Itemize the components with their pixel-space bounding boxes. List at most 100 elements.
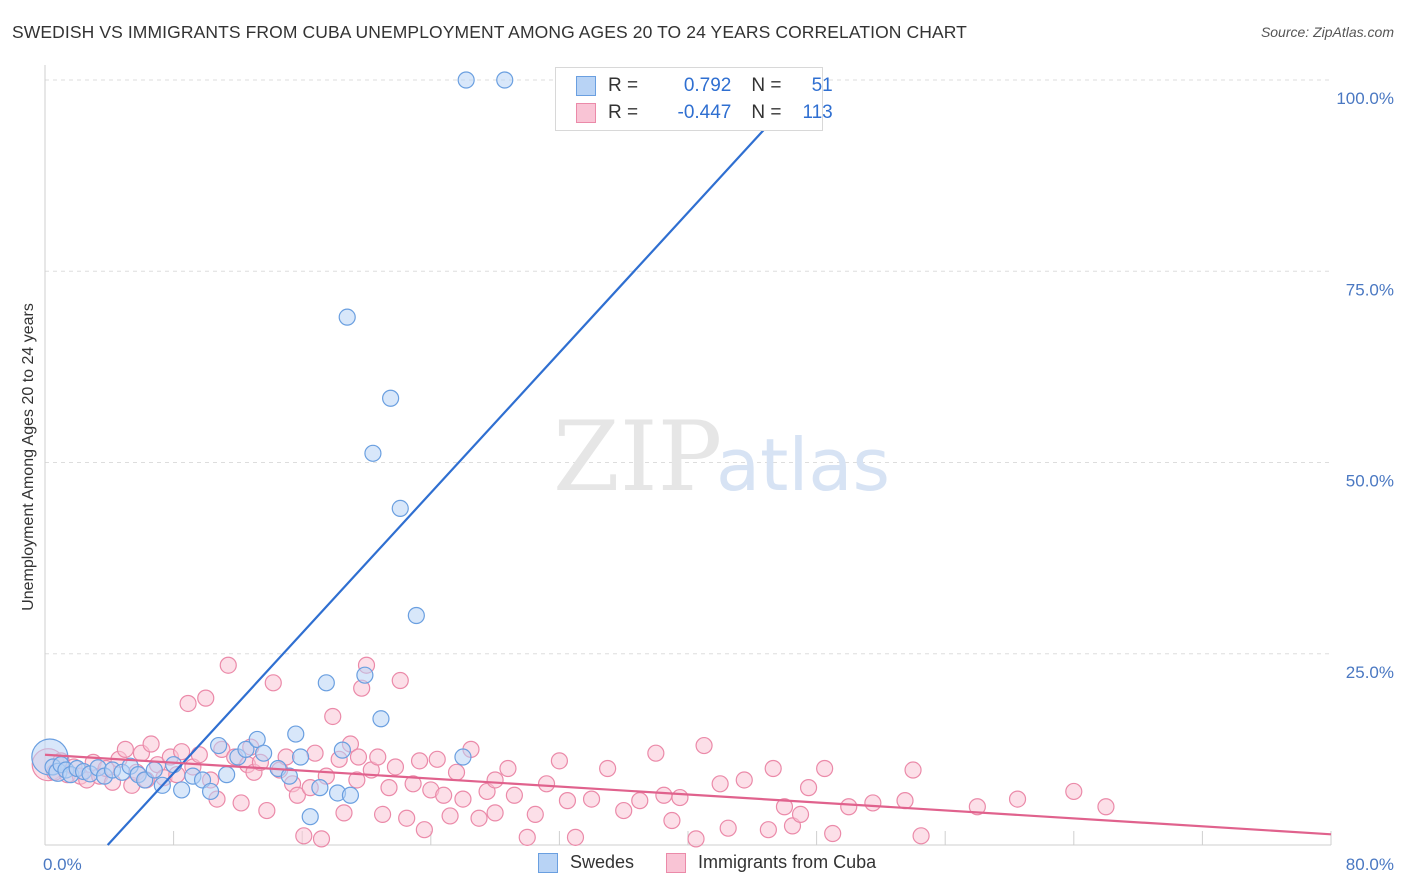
watermark-atlas: atlas: [716, 423, 890, 507]
data-point: [348, 771, 366, 789]
trend-line-cuba: [44, 753, 1332, 836]
data-point: [165, 756, 183, 774]
data-point: [197, 689, 215, 707]
swedes-legend-swatch: [538, 852, 558, 873]
y-tick-label: 25.0%: [1346, 663, 1394, 682]
correlation-legend: R = 0.792 N = 51 R = -0.447 N = 113: [555, 67, 833, 131]
data-point: [526, 805, 544, 824]
data-point: [338, 308, 356, 326]
data-point: [499, 759, 517, 778]
y-tick-label: 100.0%: [1336, 89, 1394, 108]
data-point: [306, 744, 324, 762]
data-point: [287, 725, 305, 743]
data-point: [615, 801, 633, 820]
data-point: [116, 740, 134, 758]
data-point: [663, 811, 681, 830]
data-point: [711, 775, 729, 793]
grid-lines: [45, 79, 1331, 655]
data-point: [904, 761, 922, 779]
legend-r-label: R =: [608, 102, 644, 123]
data-point: [372, 710, 390, 728]
data-point: [349, 748, 368, 766]
data-point: [764, 759, 782, 778]
cuba-swatch: [576, 103, 596, 123]
data-point: [356, 666, 374, 684]
data-point: [190, 746, 208, 764]
legend-n-value: 113: [802, 102, 833, 123]
data-point: [391, 671, 409, 690]
data-point: [248, 730, 266, 749]
data-point: [896, 792, 914, 810]
watermark-zip: ZIP: [553, 401, 722, 513]
data-point: [505, 786, 523, 804]
data-point: [210, 736, 228, 755]
data-point: [735, 771, 753, 789]
data-point: [454, 790, 472, 808]
x-tick-label: 0.0%: [43, 855, 82, 874]
data-point: [404, 775, 422, 793]
data-point: [335, 804, 353, 822]
data-point: [415, 821, 433, 839]
data-point: [566, 828, 585, 846]
data-point: [312, 830, 331, 848]
data-point: [816, 759, 834, 778]
y-axis-title: Unemployment Among Ages 20 to 24 years: [20, 303, 37, 611]
cuba-legend-swatch: [666, 852, 687, 873]
data-point: [173, 781, 191, 799]
data-point: [264, 674, 282, 692]
legend-item-swedes[interactable]: Swedes: [538, 852, 634, 873]
data-point: [799, 779, 818, 797]
legend-item-cuba[interactable]: Immigrants from Cuba: [666, 852, 876, 873]
data-point: [324, 707, 342, 726]
data-point: [410, 752, 429, 770]
data-point: [1097, 798, 1115, 816]
data-point: [219, 656, 237, 674]
data-point: [295, 827, 313, 845]
legend-n-label: N =: [751, 102, 787, 123]
data-point: [218, 766, 236, 784]
data-point: [518, 828, 536, 846]
trend-line-swedes: [106, 71, 818, 846]
data-point: [791, 805, 810, 824]
data-point: [145, 761, 163, 779]
data-point: [288, 786, 306, 804]
data-point: [457, 71, 475, 89]
legend-row-swedes: R = 0.792 N = 51: [576, 74, 833, 98]
swedes-swatch: [576, 76, 596, 96]
data-point: [291, 748, 310, 766]
x-tick-label: 80.0%: [1346, 855, 1394, 874]
series-swedes-points: [31, 71, 784, 826]
data-point: [671, 788, 689, 807]
data-point: [258, 801, 276, 820]
series-cuba-points: [31, 656, 1115, 848]
data-point: [775, 798, 794, 816]
data-point: [537, 775, 556, 793]
data-point: [173, 743, 191, 761]
data-point: [486, 771, 504, 789]
data-point: [341, 786, 360, 804]
data-point: [255, 744, 273, 762]
data-point: [1065, 782, 1083, 801]
data-point: [470, 809, 488, 827]
series-legend: Swedes Immigrants from Cuba: [538, 852, 908, 873]
data-point: [655, 786, 673, 804]
data-point: [558, 792, 577, 810]
data-point: [232, 794, 250, 812]
data-point: [840, 798, 858, 816]
data-point: [454, 748, 472, 766]
data-point: [496, 71, 514, 89]
data-point: [824, 824, 842, 843]
y-tick-label: 75.0%: [1346, 280, 1394, 299]
data-point: [599, 759, 617, 778]
legend-label-swedes: Swedes: [570, 852, 635, 872]
axes: [44, 65, 1332, 846]
data-point: [380, 779, 398, 797]
legend-row-cuba: R = -0.447 N = 113: [576, 101, 833, 125]
data-point: [333, 741, 351, 759]
data-point: [441, 807, 459, 825]
data-point: [631, 792, 649, 810]
data-point: [369, 748, 387, 766]
legend-r-value: 0.792: [683, 75, 732, 96]
data-point: [864, 794, 882, 812]
data-point: [407, 606, 425, 625]
